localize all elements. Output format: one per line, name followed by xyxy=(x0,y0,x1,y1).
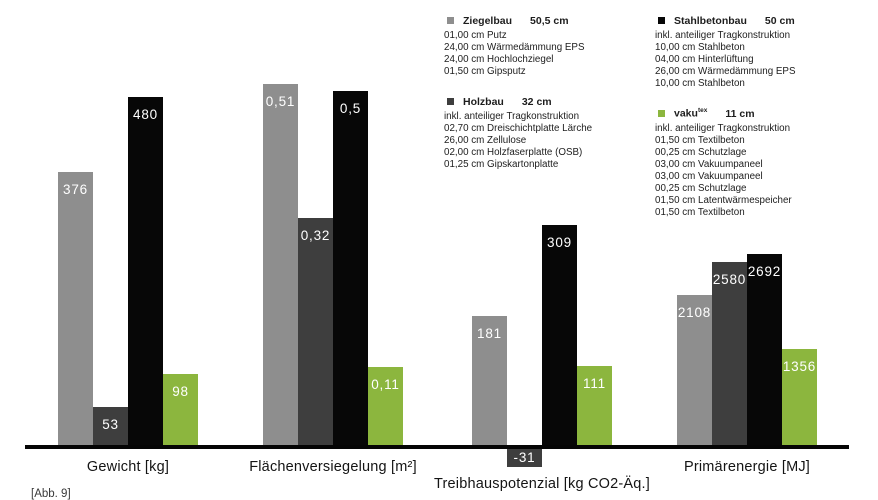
legend-block-vakutex: vakutex 11 cm inkl. anteiliger Tragkonstru… xyxy=(655,107,795,219)
x-axis-line xyxy=(25,445,849,449)
legend-layer-line: 01,50 cm Textilbeton xyxy=(655,207,745,218)
bar-value-label: 111 xyxy=(583,375,606,391)
bar-value-label: 2108 xyxy=(677,305,712,321)
legend-layer-line: 24,00 cm Hochlochziegel xyxy=(444,54,554,65)
legend-series-name: Ziegelbau xyxy=(463,14,513,27)
bar-holzbau-1: 53 xyxy=(93,406,128,445)
bar-value-label: -31 xyxy=(513,450,536,466)
legend-block-holzbau: Holzbau 32 cm inkl. anteiliger Tragkonstru… xyxy=(444,95,592,171)
bar-ziegelbau-1: 376 xyxy=(58,172,93,445)
legend-block-stahlbetonbau: Stahlbetonbau 50 cm inkl. anteiliger Tragk… xyxy=(655,14,795,90)
legend-thickness-value: 50,5 cm xyxy=(530,14,569,27)
legend-layer-line: 10,00 cm Stahlbeton xyxy=(655,42,745,53)
legend-layer-line: 10,00 cm Stahlbeton xyxy=(655,78,745,89)
legend-layer-line: 01,25 cm Gipskartonplatte xyxy=(444,159,559,170)
legend-swatch-ziegelbau xyxy=(447,17,454,24)
legend-column-1: Ziegelbau 50,5 cm 01,00 cm Putz 24,00 cm Wä… xyxy=(444,14,592,171)
legend-layer-line: 01,50 cm Gipsputz xyxy=(444,66,526,77)
legend-layer-line: 01,00 cm Putz xyxy=(444,30,507,41)
bar-vakutex-4: 1356 xyxy=(782,348,817,445)
category-label-1: Gewicht [kg] xyxy=(86,459,170,475)
legend-thickness-value: 50 cm xyxy=(764,14,795,27)
legend-layer-line: 04,00 cm Hinterlüftung xyxy=(655,54,754,65)
bar-ziegelbau-2: 0,51 xyxy=(263,83,298,445)
legend-layer-line: 24,00 cm Wärmedämmung EPS xyxy=(444,42,585,53)
bar-ziegelbau-4: 2108 xyxy=(677,295,712,445)
legend-swatch-stahlbetonbau xyxy=(658,17,665,24)
bar-vakutex-3: 111 xyxy=(577,365,612,445)
legend-layer-line: 03,00 cm Vakuumpaneel xyxy=(655,171,763,182)
bar-stahlbetonbau-3: 309 xyxy=(542,224,577,445)
bar-stahlbetonbau-4: 2692 xyxy=(747,254,782,445)
legend-column-2: Stahlbetonbau 50 cm inkl. anteiliger Tragk… xyxy=(655,14,795,219)
legend-layer-line: 26,00 cm Wärmedämmung EPS xyxy=(655,66,796,77)
legend-layer-line: 01,50 cm Latentwärmespeicher xyxy=(655,195,792,206)
bar-holzbau-3: -31 xyxy=(507,449,542,468)
legend-title-holzbau: Holzbau 32 cm xyxy=(444,95,592,108)
legend-name-superscript: tex xyxy=(697,107,708,115)
legend-series-name: vakutex xyxy=(674,107,708,120)
legend-layer-line: 00,25 cm Schutzlage xyxy=(655,183,747,194)
legend-layer-line: 26,00 cm Zellulose xyxy=(444,135,527,146)
bar-stahlbetonbau-2: 0,5 xyxy=(333,91,368,445)
bar-vakutex-2: 0,11 xyxy=(368,367,403,445)
legend-layer-line: inkl. anteiliger Tragkonstruktion xyxy=(655,30,791,41)
legend-block-ziegelbau: Ziegelbau 50,5 cm 01,00 cm Putz 24,00 cm Wä… xyxy=(444,14,592,78)
bar-vakutex-1: 98 xyxy=(163,373,198,445)
legend-swatch-vakutex xyxy=(658,110,665,117)
legend-title-vakutex: vakutex 11 cm xyxy=(655,107,795,120)
legend-layer-line: inkl. anteiliger Tragkonstruktion xyxy=(444,111,580,122)
bar-stahlbetonbau-1: 480 xyxy=(128,97,163,445)
bar-holzbau-4: 2580 xyxy=(712,261,747,445)
legend-layer-line: 00,25 cm Schutzlage xyxy=(655,147,747,158)
legend-title-stahlbetonbau: Stahlbetonbau 50 cm xyxy=(655,14,795,27)
bar-value-label: 2692 xyxy=(747,264,782,279)
bar-value-label: 53 xyxy=(102,416,119,432)
legend-layer-line: 02,70 cm Dreischichtplatte Lärche xyxy=(444,123,593,134)
legend-layer-line: 01,50 cm Textilbeton xyxy=(655,135,745,146)
legend-layer-line: inkl. anteiliger Tragkonstruktion xyxy=(655,123,791,134)
legend-series-name: Stahlbetonbau xyxy=(674,14,747,27)
bar-value-label: 376 xyxy=(63,182,88,198)
bar-value-label: 0,51 xyxy=(265,93,296,109)
legend-series-name: Holzbau xyxy=(463,95,504,108)
bar-value-label: 98 xyxy=(172,383,189,399)
legend-layer-line: 03,00 cm Vakuumpaneel xyxy=(655,159,763,170)
legend-swatch-holzbau xyxy=(447,98,454,105)
bar-value-label: 0,32 xyxy=(300,228,331,244)
category-label-2: Flächenversiegelung [m²] xyxy=(249,459,417,475)
bar-value-label: 1356 xyxy=(782,358,817,374)
bar-value-label: 480 xyxy=(133,107,158,122)
bar-value-label: 2580 xyxy=(712,271,747,287)
bar-value-label: 309 xyxy=(547,234,572,250)
legend-thickness-value: 32 cm xyxy=(521,95,552,108)
category-label-4: Primärenergie [MJ] xyxy=(683,459,811,475)
bar-value-label: 0,11 xyxy=(371,377,400,393)
bar-value-label: 0,5 xyxy=(339,101,362,116)
legend-layer-line: 02,00 cm Holzfaserplatte (OSB) xyxy=(444,147,583,158)
legend-title-ziegelbau: Ziegelbau 50,5 cm xyxy=(444,14,592,27)
category-label-3: Treibhauspotenzial [kg CO2-Äq.] xyxy=(433,476,651,492)
bar-ziegelbau-3: 181 xyxy=(472,316,507,445)
bar-value-label: 181 xyxy=(477,326,502,342)
legend-thickness-value: 11 cm xyxy=(725,107,755,120)
bar-holzbau-2: 0,32 xyxy=(298,218,333,445)
figure-caption: [Abb. 9] xyxy=(31,488,71,500)
